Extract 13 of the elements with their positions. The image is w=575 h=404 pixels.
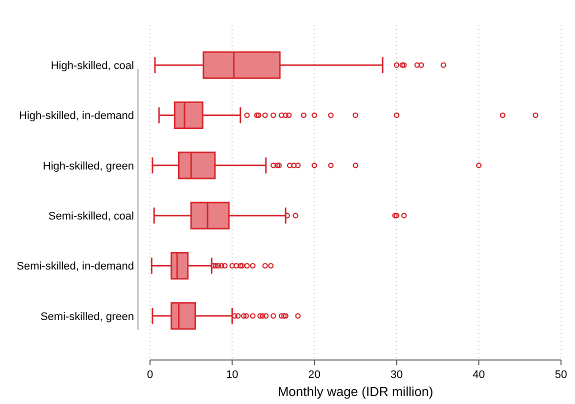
y-tick-label: High-skilled, in-demand bbox=[19, 110, 134, 122]
x-tick-label: 10 bbox=[226, 369, 238, 381]
y-tick-label: Semi-skilled, in-demand bbox=[16, 260, 134, 273]
y-tick-label: Semi-skilled, coal bbox=[48, 210, 134, 222]
x-tick-label: 20 bbox=[308, 369, 321, 381]
x-axis-title: Monthly wage (IDR million) bbox=[278, 384, 434, 399]
y-tick-label: Semi-skilled, green bbox=[40, 310, 134, 323]
x-tick-label: 0 bbox=[146, 369, 154, 381]
x-tick-label: 40 bbox=[472, 369, 485, 381]
y-tick-label: High-skilled, green bbox=[42, 160, 134, 172]
x-tick-label: 50 bbox=[554, 369, 568, 381]
y-tick-label: High-skilled, coal bbox=[50, 60, 134, 72]
x-tick-label: 30 bbox=[390, 369, 403, 381]
